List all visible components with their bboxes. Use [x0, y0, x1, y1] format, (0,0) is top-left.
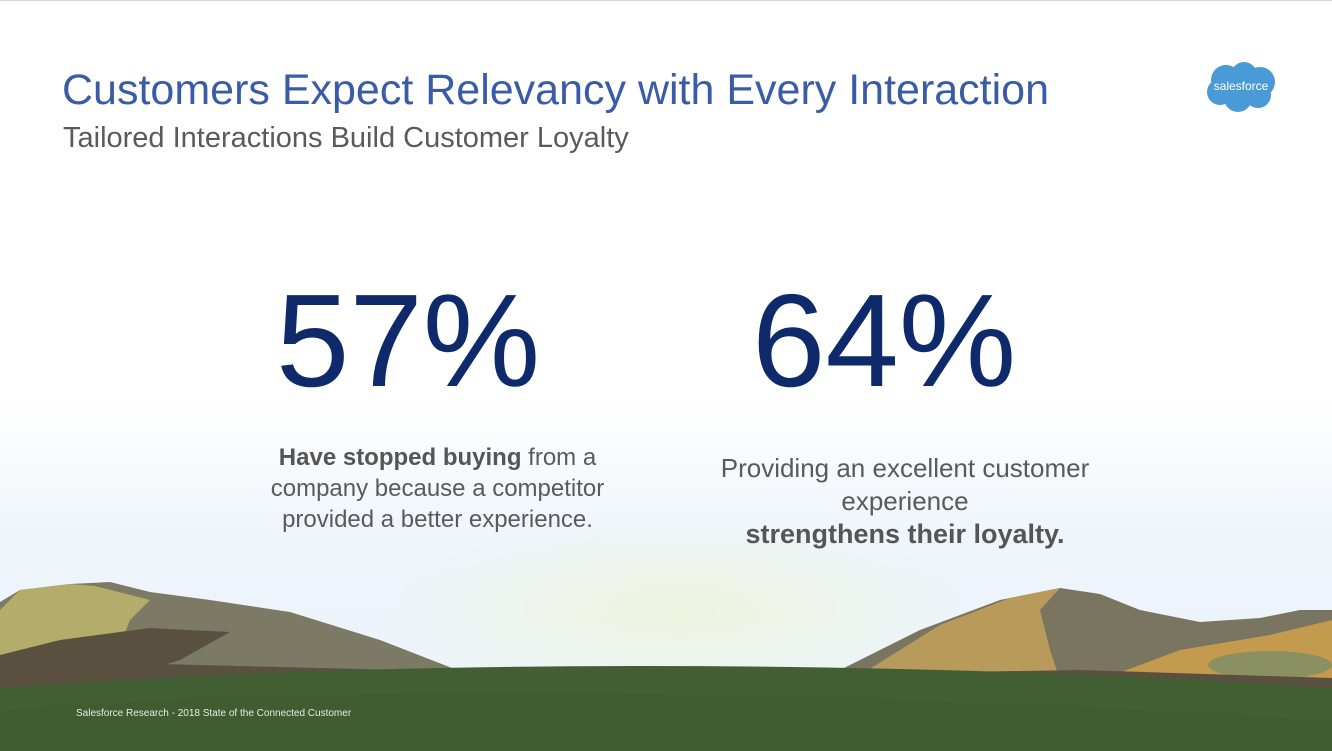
desc-pre: Providing an excellent customer experien…	[720, 453, 1090, 516]
salesforce-logo: salesforce	[1204, 60, 1278, 114]
stat-64: 64%	[752, 267, 1017, 414]
stat-57-description: Have stopped buying from a company becau…	[265, 442, 610, 535]
top-divider	[0, 0, 1332, 1]
desc-bold: strengthens their loyalty.	[745, 519, 1065, 549]
stat-64-description: Providing an excellent customer experien…	[715, 452, 1095, 551]
desc-bold: Have stopped buying	[278, 444, 522, 471]
stat-57: 57%	[276, 267, 541, 414]
desc-rest: from a company because a competitor prov…	[270, 444, 605, 533]
source-footnote: Salesforce Research - 2018 State of the …	[76, 708, 352, 719]
logo-text: salesforce	[1214, 79, 1269, 93]
page-title: Customers Expect Relevancy with Every In…	[62, 66, 1050, 114]
mountain-landscape	[0, 582, 1332, 751]
page-subtitle: Tailored Interactions Build Customer Loy…	[63, 122, 629, 154]
